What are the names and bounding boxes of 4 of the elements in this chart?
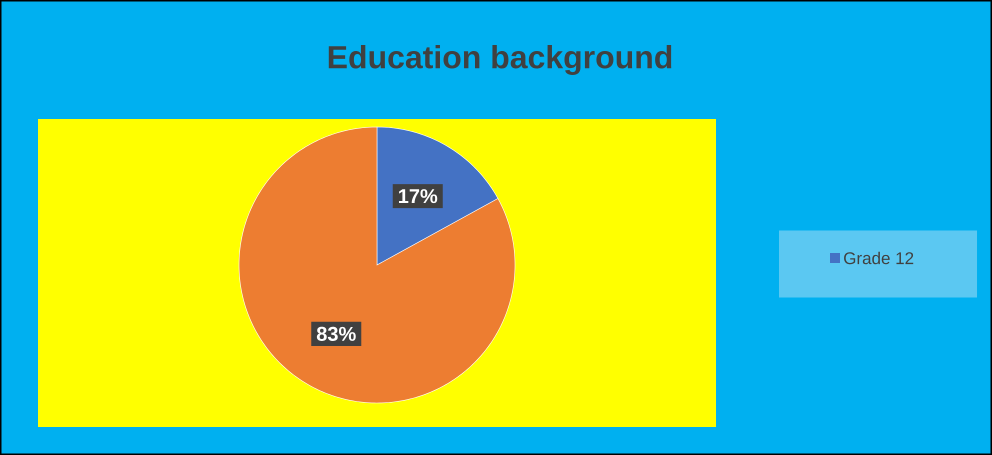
data-label: 17%	[398, 189, 438, 204]
data-label: 83%	[316, 326, 356, 341]
chart-title: Education background	[328, 45, 672, 75]
legend-label: Grade 12	[844, 252, 914, 264]
